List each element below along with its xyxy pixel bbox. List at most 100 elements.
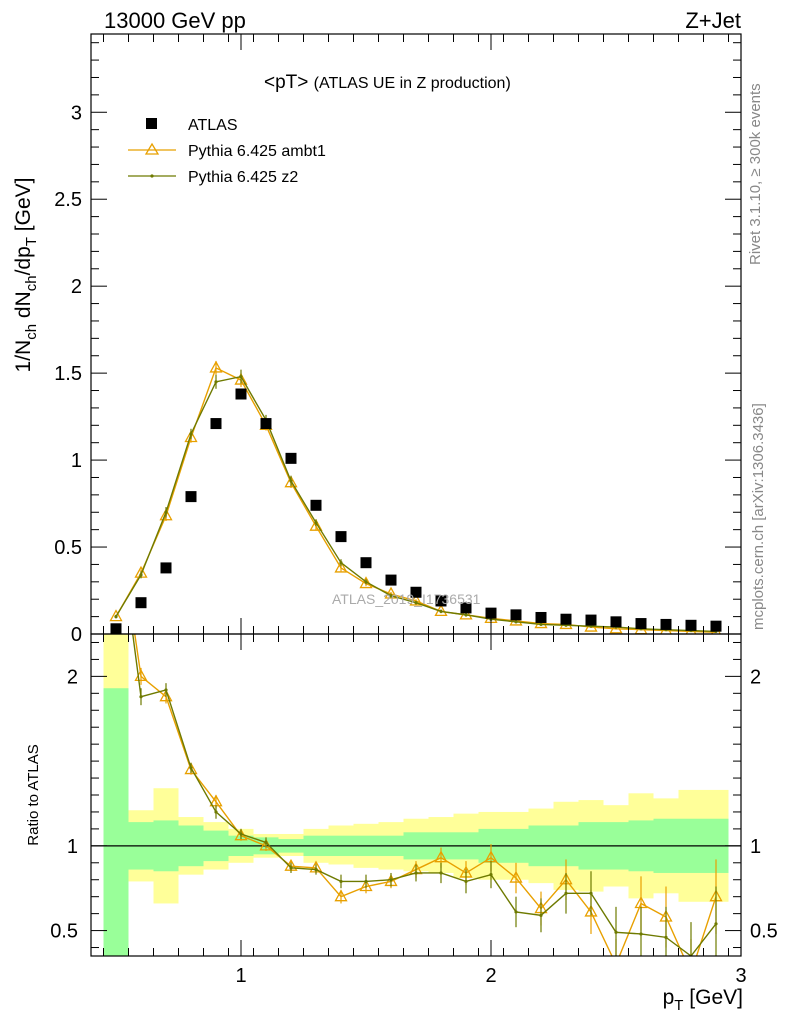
point-z2 [114, 615, 118, 619]
ratio-point-ambt1 [111, 501, 122, 511]
ratio-line-ambt1 [134, 634, 717, 956]
ratio-point-z2 [264, 840, 268, 845]
point-z2 [514, 620, 518, 624]
ratio-point-z2 [439, 871, 443, 875]
ratio-point-z2 [564, 891, 568, 895]
point-z2 [164, 510, 168, 514]
legend-marker-atlas [146, 118, 157, 129]
y-tick-label: 1.5 [54, 363, 82, 385]
point-z2 [239, 375, 243, 379]
point-atlas [385, 574, 397, 586]
point-ambt1 [159, 508, 173, 521]
rivet-version-label: Rivet 3.1.10, ≥ 300k events [747, 83, 764, 265]
x-tick-label: 3 [735, 965, 746, 987]
point-atlas [210, 418, 222, 430]
title-sub: (ATLAS UE in Z production) [314, 75, 511, 92]
ratio-y-tick-label-right: 0.5 [750, 921, 778, 943]
ratio-point-z2 [514, 910, 518, 914]
point-atlas [310, 499, 322, 511]
ratio-point-ambt1 [509, 870, 523, 883]
ratio-point-z2 [589, 891, 593, 895]
point-atlas [435, 595, 447, 607]
legend-marker-z2 [150, 174, 154, 178]
x-axis-label: pT [GeV] [663, 986, 743, 1014]
ratio-point-z2 [214, 810, 218, 814]
point-atlas [185, 491, 197, 503]
svg-text:1/Nch dNch/dpT [GeV]: 1/Nch dNch/dpT [GeV] [12, 178, 40, 373]
ratio-y-tick-label-right: 1 [750, 836, 761, 858]
ratio-y-tick-label-right: 2 [750, 666, 761, 688]
point-ambt1 [284, 475, 298, 488]
ratio-point-ambt1 [184, 762, 198, 775]
point-atlas [610, 616, 622, 628]
point-z2 [189, 432, 193, 436]
point-ambt1 [409, 593, 423, 606]
legend-marker-ambt1 [144, 142, 160, 155]
point-atlas [585, 614, 597, 626]
point-atlas [410, 586, 422, 598]
point-atlas [535, 611, 547, 623]
legend-label-ambt1: Pythia 6.425 ambt1 [188, 143, 326, 160]
ratio-line-z2 [132, 634, 717, 956]
point-ambt1 [184, 430, 198, 443]
y-axis-label-main: 1/Nch dNch/dpT [GeV] [12, 178, 40, 373]
ratio-band-inner [103, 688, 129, 956]
analysis-watermark: ATLAS_2019_I1736531 [332, 591, 481, 607]
ratio-point-z2 [539, 913, 543, 917]
point-atlas [460, 602, 472, 614]
point-ambt1 [384, 586, 398, 599]
x-tick-label: 1 [235, 965, 246, 987]
ratio-panel-marks [111, 501, 723, 968]
mcplots-label: mcplots.cern.ch [arXiv:1306.3436] [750, 403, 767, 630]
point-atlas [510, 609, 522, 621]
ratio-point-z2 [289, 866, 293, 870]
y-tick-label: 2 [71, 276, 82, 298]
point-atlas [135, 597, 147, 609]
ratio-point-ambt1 [359, 879, 373, 892]
reference-bands [91, 634, 741, 956]
ratio-point-z2 [114, 505, 117, 508]
point-atlas [335, 531, 347, 543]
point-atlas [235, 388, 247, 400]
ratio-point-z2 [389, 878, 393, 882]
main-panel-marks [109, 360, 722, 634]
ratio-point-ambt1 [334, 889, 348, 902]
point-z2 [289, 479, 293, 483]
y-tick-label: 0 [71, 624, 82, 646]
legend-label-atlas: ATLAS [188, 117, 238, 134]
legend-label-z2: Pythia 6.425 z2 [188, 169, 298, 186]
point-atlas [485, 607, 497, 619]
point-ambt1 [309, 518, 323, 531]
point-ambt1 [109, 609, 123, 622]
point-atlas [160, 562, 172, 574]
point-ambt1 [209, 360, 223, 373]
ratio-y-tick-label-left: 0.5 [50, 921, 78, 943]
point-atlas [110, 623, 122, 634]
point-z2 [339, 561, 343, 565]
point-atlas [710, 620, 722, 632]
ratio-point-z2 [714, 922, 718, 926]
ratio-point-ambt1 [434, 850, 448, 863]
point-atlas [635, 618, 647, 630]
main-title: <pT> (ATLAS UE in Z production) [264, 72, 511, 93]
legend: ATLAS Pythia 6.425 ambt1 Pythia 6.425 z2 [128, 117, 326, 186]
point-z2 [364, 580, 368, 584]
ratio-point-ambt1 [584, 904, 598, 917]
point-atlas [285, 452, 297, 464]
ratio-point-ambt1 [159, 689, 173, 702]
title-main: <pT> [264, 72, 308, 93]
ratio-point-z2 [189, 766, 193, 770]
svg-text:<pT> (ATLAS UE in Z production: <pT> (ATLAS UE in Z production) [264, 72, 511, 93]
y-tick-label: 2.5 [54, 189, 82, 211]
ratio-y-tick-label-left: 1 [67, 836, 78, 858]
header-right: Z+Jet [685, 8, 741, 33]
ratio-point-ambt1 [611, 958, 622, 968]
point-atlas [685, 619, 697, 631]
point-atlas [360, 557, 372, 569]
y-tick-label: 1 [71, 450, 82, 472]
ratio-point-z2 [314, 867, 318, 872]
point-z2 [314, 521, 318, 525]
point-atlas [560, 613, 572, 625]
point-atlas [660, 618, 672, 630]
